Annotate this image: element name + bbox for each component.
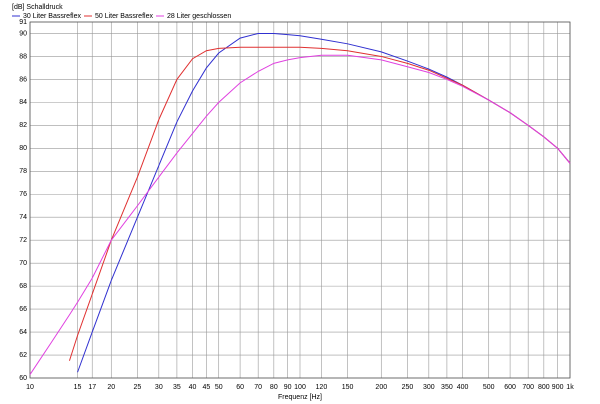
x-tick-label: 150 <box>342 384 354 391</box>
x-tick-label: 500 <box>483 384 495 391</box>
x-tick-label: 250 <box>402 384 414 391</box>
x-tick-label: 120 <box>316 384 328 391</box>
x-tick-label: 600 <box>504 384 516 391</box>
y-tick-label: 62 <box>19 352 27 359</box>
y-tick-label: 88 <box>19 53 27 60</box>
y-tick-label: 86 <box>19 76 27 83</box>
plot-border <box>29 21 571 379</box>
y-tick-label: 84 <box>19 99 27 106</box>
y-tick-label: 70 <box>19 260 27 267</box>
y-tick-label: 90 <box>19 30 27 37</box>
y-tick-label: 68 <box>19 283 27 290</box>
y-tick-label: 66 <box>19 306 27 313</box>
y-tick-label: 76 <box>19 191 27 198</box>
y-tick-label: 64 <box>19 329 27 336</box>
x-tick-label: 700 <box>522 384 534 391</box>
y-tick-label: 72 <box>19 237 27 244</box>
x-tick-label: 400 <box>457 384 469 391</box>
x-tick-label: 35 <box>173 384 181 391</box>
x-tick-label: 20 <box>107 384 115 391</box>
y-tick-label: 78 <box>19 168 27 175</box>
x-tick-label: 1k <box>566 384 574 391</box>
y-tick-label: 74 <box>19 214 27 221</box>
x-tick-label: 15 <box>74 384 82 391</box>
series-line <box>29 54 571 375</box>
x-tick-label: 10 <box>26 384 34 391</box>
x-tick-label: 90 <box>284 384 292 391</box>
y-tick-label: 91 <box>19 19 27 26</box>
x-tick-label: 70 <box>254 384 262 391</box>
x-tick-label: 200 <box>375 384 387 391</box>
legend-label: 50 Liter Bassreflex <box>95 13 153 20</box>
x-tick-label: 350 <box>441 384 453 391</box>
x-tick-label: 45 <box>202 384 210 391</box>
x-tick-label: 50 <box>215 384 223 391</box>
x-tick-label: 60 <box>236 384 244 391</box>
x-tick-label: 300 <box>423 384 435 391</box>
x-tick-label: 40 <box>189 384 197 391</box>
legend-label: 28 Liter geschlossen <box>167 13 231 20</box>
legend-label: 30 Liter Bassreflex <box>23 13 81 20</box>
x-tick-label: 900 <box>552 384 564 391</box>
x-tick-label: 30 <box>155 384 163 391</box>
y-tick-label: 60 <box>19 375 27 382</box>
x-tick-label: 100 <box>294 384 306 391</box>
y-tick-label: 82 <box>19 122 27 129</box>
x-tick-label: 17 <box>88 384 96 391</box>
x-axis-label: Frequenz [Hz] <box>278 394 322 401</box>
y-axis-label: [dB] Schalldruck <box>12 4 63 11</box>
x-tick-label: 800 <box>538 384 550 391</box>
x-tick-label: 80 <box>270 384 278 391</box>
y-tick-label: 80 <box>19 145 27 152</box>
x-tick-label: 25 <box>134 384 142 391</box>
